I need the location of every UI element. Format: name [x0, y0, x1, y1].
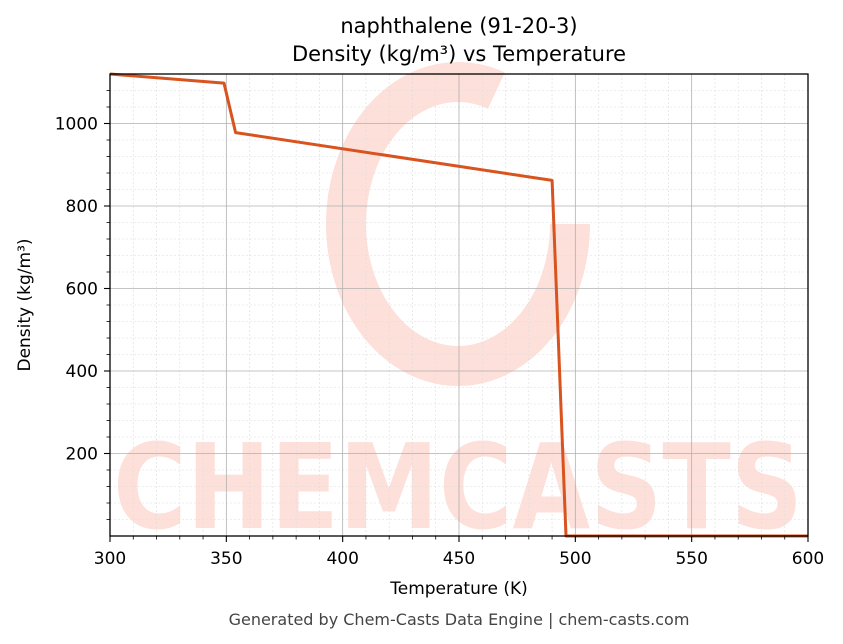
x-tick-label: 400: [326, 549, 358, 569]
x-axis-label: Temperature (K): [389, 579, 528, 599]
y-tick-label: 200: [66, 445, 98, 465]
x-tick-label: 600: [792, 549, 824, 569]
y-tick-label: 400: [66, 362, 98, 382]
x-tick-label: 500: [559, 549, 591, 569]
y-axis-label: Density (kg/m³): [15, 238, 35, 371]
x-tick-labels: 300 350 400 450 500 550 600: [94, 549, 824, 569]
watermark-text: CHEMCASTS: [113, 418, 803, 556]
y-tick-label: 800: [66, 197, 98, 217]
watermark: CHEMCASTS: [113, 62, 803, 556]
axis-ticks: [104, 90, 809, 542]
y-tick-labels: 200 400 600 800 1000: [55, 115, 98, 465]
x-tick-label: 300: [94, 549, 126, 569]
chart-title-line1: naphthalene (91-20-3): [340, 14, 577, 38]
chart-title-line2: Density (kg/m³) vs Temperature: [292, 42, 626, 66]
y-tick-label: 1000: [55, 115, 98, 135]
footer-credit: Generated by Chem-Casts Data Engine | ch…: [229, 610, 690, 629]
x-tick-label: 350: [210, 549, 242, 569]
watermark-ring: [326, 62, 590, 386]
x-tick-label: 550: [675, 549, 707, 569]
x-tick-label: 450: [443, 549, 475, 569]
y-tick-label: 600: [66, 280, 98, 300]
